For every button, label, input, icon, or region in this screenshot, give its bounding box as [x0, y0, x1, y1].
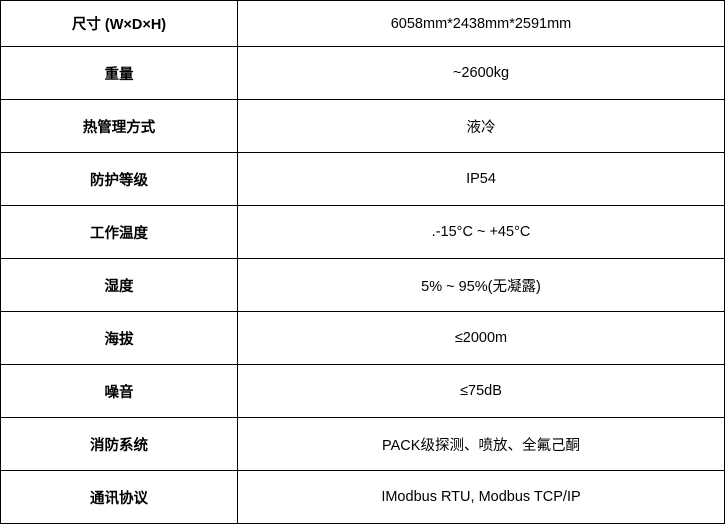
spec-label: 湿度 — [0, 258, 238, 312]
spec-label: 消防系统 — [0, 417, 238, 471]
spec-value: 6058mm*2438mm*2591mm — [237, 0, 725, 47]
spec-value: .-15°C ~ +45°C — [237, 205, 725, 259]
table-row: 工作温度 .-15°C ~ +45°C — [0, 205, 725, 259]
spec-value: PACK级探测、喷放、全氟己酮 — [237, 417, 725, 471]
table-row: 重量 ~2600kg — [0, 46, 725, 100]
spec-value: 5% ~ 95%(无凝露) — [237, 258, 725, 312]
spec-value: ≤75dB — [237, 364, 725, 418]
spec-value: IP54 — [237, 152, 725, 206]
spec-value: ~2600kg — [237, 46, 725, 100]
spec-label: 海拔 — [0, 311, 238, 365]
spec-label: 通讯协议 — [0, 470, 238, 524]
spec-label: 热管理方式 — [0, 99, 238, 153]
table-row: 消防系统 PACK级探测、喷放、全氟己酮 — [0, 417, 725, 471]
table-row: 湿度 5% ~ 95%(无凝露) — [0, 258, 725, 312]
table-row: 防护等级 IP54 — [0, 152, 725, 206]
spec-value: ≤2000m — [237, 311, 725, 365]
spec-label: 重量 — [0, 46, 238, 100]
table-row: 尺寸 (W×D×H) 6058mm*2438mm*2591mm — [0, 0, 725, 47]
spec-label: 防护等级 — [0, 152, 238, 206]
spec-label: 工作温度 — [0, 205, 238, 259]
spec-label: 尺寸 (W×D×H) — [0, 0, 238, 47]
table-row: 噪音 ≤75dB — [0, 364, 725, 418]
table-row: 通讯协议 IModbus RTU, Modbus TCP/IP — [0, 470, 725, 524]
spec-value: IModbus RTU, Modbus TCP/IP — [237, 470, 725, 524]
table-row: 海拔 ≤2000m — [0, 311, 725, 365]
spec-label: 噪音 — [0, 364, 238, 418]
table-row: 热管理方式 液冷 — [0, 99, 725, 153]
spec-value: 液冷 — [237, 99, 725, 153]
